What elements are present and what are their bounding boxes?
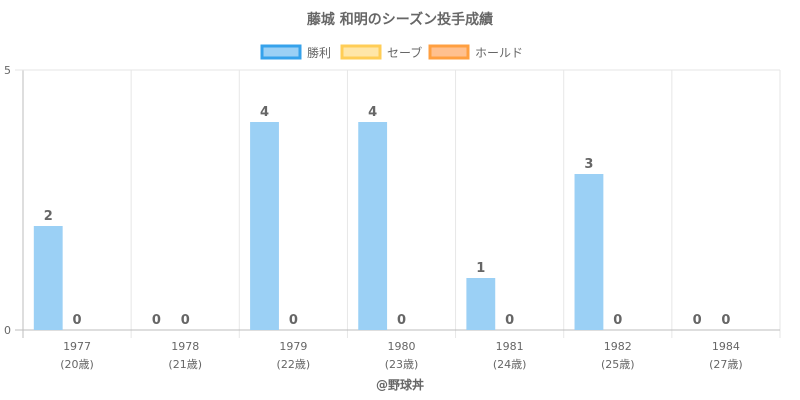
x-tick-sublabel: (22歳) bbox=[277, 358, 311, 371]
x-tick-sublabel: (25歳) bbox=[601, 358, 635, 371]
data-label: 0 bbox=[721, 313, 730, 328]
x-tick-sublabel: (24歳) bbox=[493, 358, 527, 371]
bar-勝利-1980[interactable] bbox=[358, 122, 388, 330]
y-axis-labels: 05 bbox=[4, 64, 11, 337]
credit: @野球丼 bbox=[376, 377, 424, 392]
data-label: 4 bbox=[368, 105, 377, 120]
x-tick-label: 1981 bbox=[496, 340, 524, 353]
data-label: 0 bbox=[613, 313, 622, 328]
bar-勝利-1979[interactable] bbox=[250, 122, 279, 330]
data-labels: 2 0 4 4 1 3 0 0 0 0 0 0 0 0 bbox=[44, 105, 731, 328]
data-label: 0 bbox=[289, 313, 298, 328]
data-label: 4 bbox=[260, 105, 269, 120]
legend-label-2[interactable]: ホールド bbox=[475, 46, 523, 60]
x-tick-label: 1984 bbox=[712, 340, 740, 353]
bar-勝利-1977[interactable] bbox=[33, 226, 63, 330]
data-label: 0 bbox=[181, 313, 190, 328]
legend-swatch-0[interactable] bbox=[260, 44, 302, 60]
x-tick-sublabel: (20歳) bbox=[60, 358, 94, 371]
x-tick-label: 1979 bbox=[279, 340, 307, 353]
data-label: 0 bbox=[73, 313, 82, 328]
data-label: 0 bbox=[505, 313, 514, 328]
x-tick-sublabel: (21歳) bbox=[168, 358, 202, 371]
legend-label-1[interactable]: セーブ bbox=[387, 45, 422, 60]
x-tick-sublabel: (27歳) bbox=[709, 358, 743, 371]
x-tick-label: 1980 bbox=[388, 340, 416, 353]
x-tick-label: 1977 bbox=[63, 340, 91, 353]
legend: 勝利 セーブ ホールド bbox=[260, 44, 523, 60]
data-label: 0 bbox=[397, 313, 406, 328]
legend-label-0[interactable]: 勝利 bbox=[307, 45, 331, 60]
chart-title: 藤城 和明のシーズン投手成績 bbox=[307, 11, 493, 28]
data-label: 1 bbox=[476, 261, 485, 276]
data-label: 0 bbox=[693, 313, 702, 328]
bar-勝利-1982[interactable] bbox=[574, 174, 604, 330]
bars bbox=[33, 122, 604, 330]
legend-swatch-1[interactable] bbox=[340, 44, 382, 60]
x-axis-labels: 1977 (20歳) 1978 (21歳) 1979 (22歳) 1980 (23歳) 1981… bbox=[60, 340, 742, 371]
y-tick-label: 5 bbox=[4, 64, 11, 77]
legend-swatch-2[interactable] bbox=[428, 44, 470, 60]
x-tick-label: 1978 bbox=[171, 340, 199, 353]
grid bbox=[15, 69, 781, 338]
data-label: 2 bbox=[44, 209, 53, 224]
x-tick-label: 1982 bbox=[604, 340, 632, 353]
bar-勝利-1981[interactable] bbox=[466, 278, 496, 330]
y-tick-label: 0 bbox=[4, 324, 11, 337]
x-tick-sublabel: (23歳) bbox=[385, 358, 419, 371]
data-label: 3 bbox=[584, 157, 593, 172]
data-label: 0 bbox=[152, 313, 161, 328]
